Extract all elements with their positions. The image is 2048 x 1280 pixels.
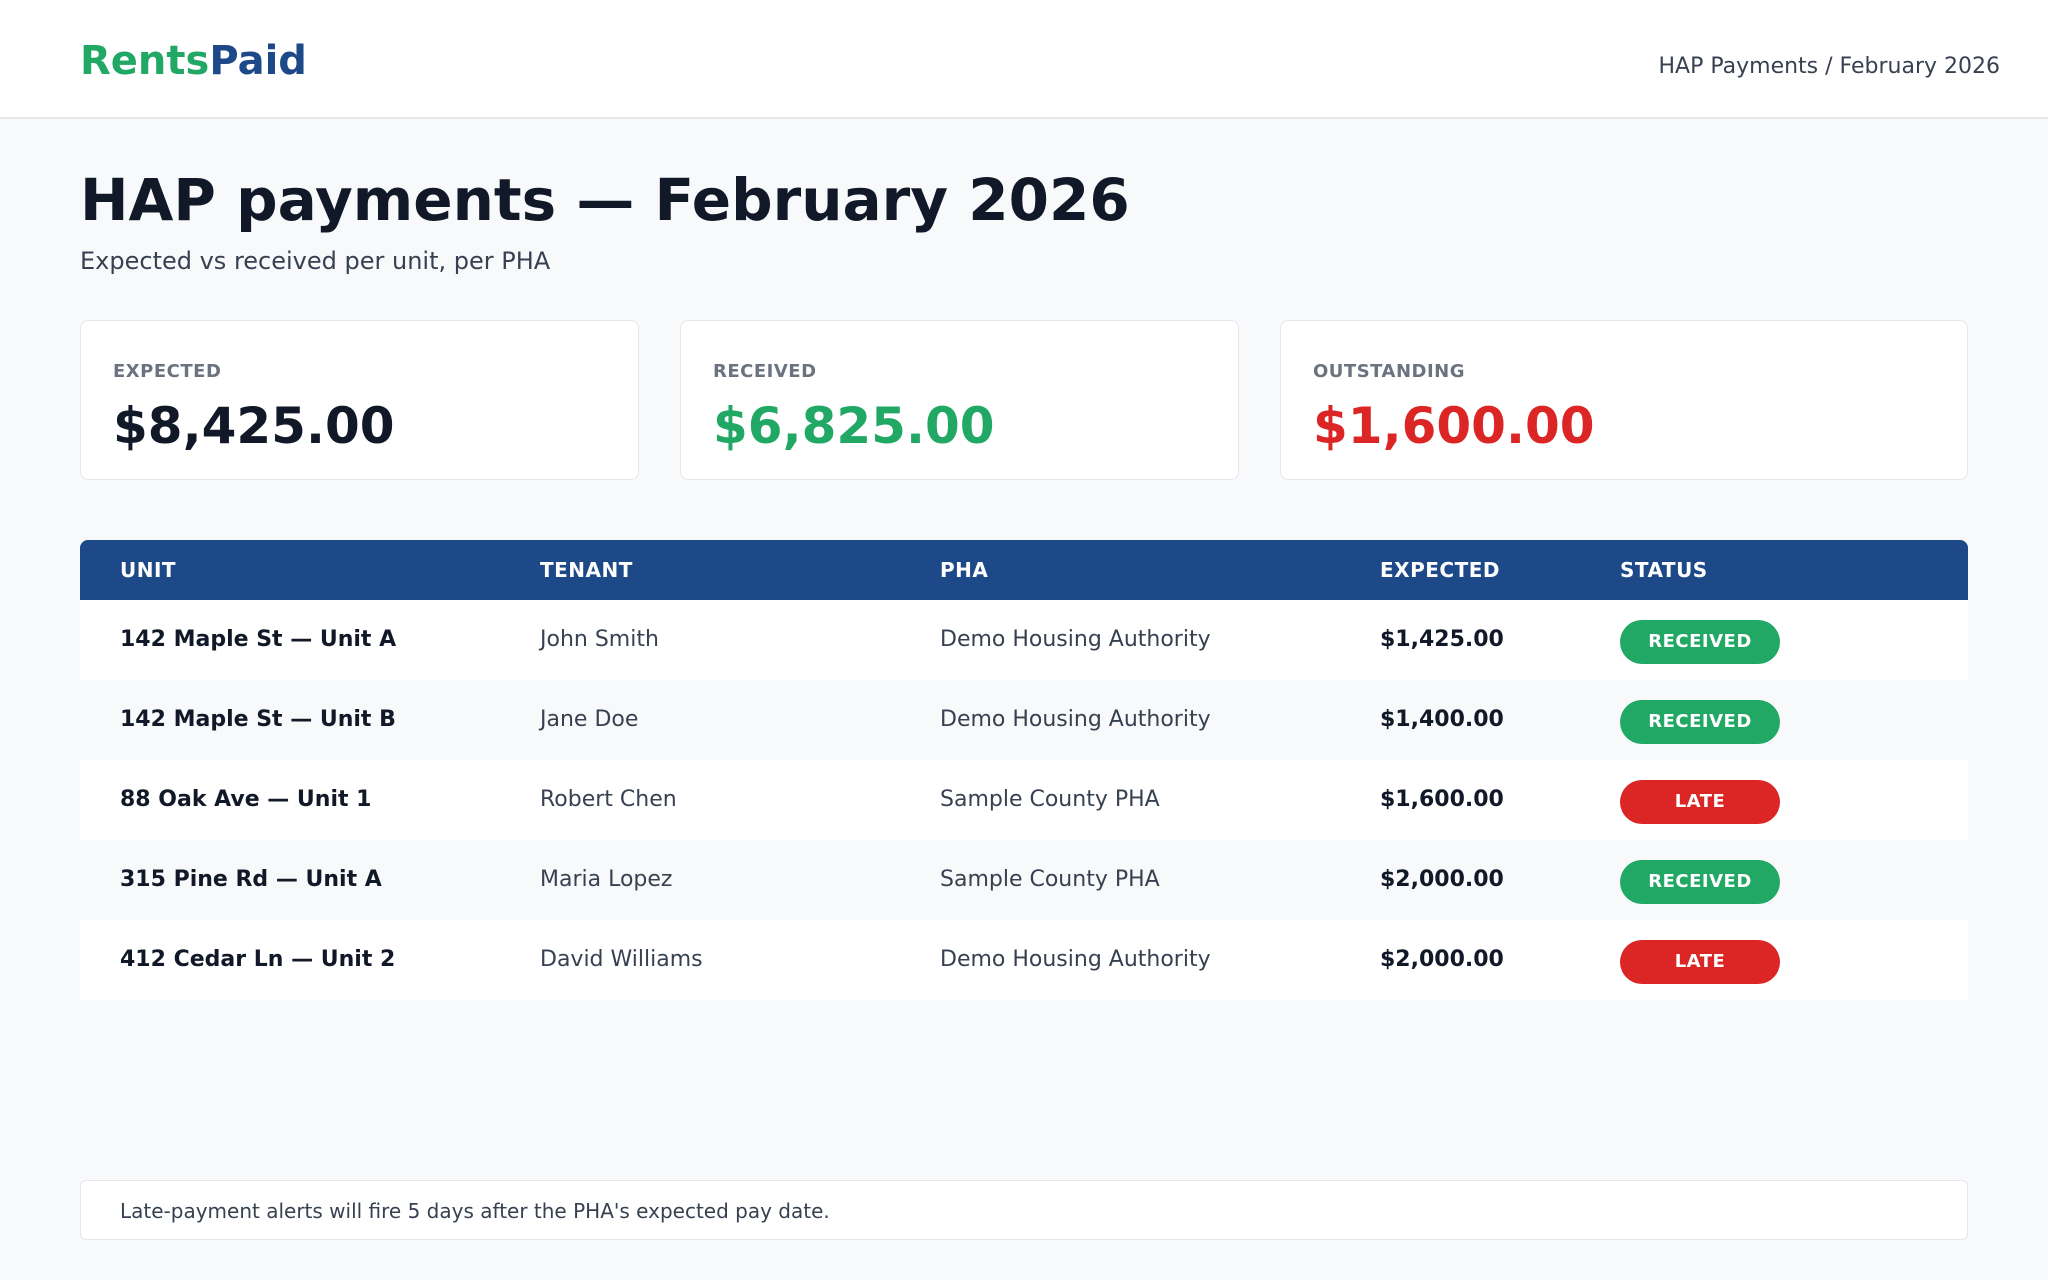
footer-note: Late-payment alerts will fire 5 days aft… bbox=[80, 1180, 1968, 1240]
summary-card-label: EXPECTED bbox=[113, 361, 222, 382]
page-title: HAP payments — February 2026 bbox=[80, 166, 1130, 234]
column-header-unit[interactable]: UNIT bbox=[120, 558, 177, 582]
unit-cell: 142 Maple St — Unit B bbox=[120, 707, 396, 732]
pha-cell: Demo Housing Authority bbox=[940, 627, 1211, 652]
expected-amount-cell: $1,600.00 bbox=[1380, 787, 1504, 812]
status-badge: RECEIVED bbox=[1620, 700, 1780, 744]
top-header: RentsPaid HAP Payments / February 2026 bbox=[0, 0, 2048, 119]
summary-card-label: RECEIVED bbox=[713, 361, 817, 382]
status-badge: RECEIVED bbox=[1620, 860, 1780, 904]
table-header: UNIT TENANT PHA EXPECTED STATUS bbox=[80, 540, 1968, 600]
status-badge: LATE bbox=[1620, 780, 1780, 824]
pha-cell: Sample County PHA bbox=[940, 867, 1160, 892]
summary-card-value: $6,825.00 bbox=[713, 397, 995, 455]
tenant-cell: Jane Doe bbox=[540, 707, 639, 732]
status-badge: LATE bbox=[1620, 940, 1780, 984]
expected-amount-cell: $1,400.00 bbox=[1380, 707, 1504, 732]
summary-card-received: RECEIVED $6,825.00 bbox=[680, 320, 1239, 480]
unit-cell: 88 Oak Ave — Unit 1 bbox=[120, 787, 372, 812]
brand-logo[interactable]: RentsPaid bbox=[80, 38, 307, 84]
summary-card-value: $8,425.00 bbox=[113, 397, 395, 455]
pha-cell: Sample County PHA bbox=[940, 787, 1160, 812]
pha-cell: Demo Housing Authority bbox=[940, 707, 1211, 732]
unit-cell: 315 Pine Rd — Unit A bbox=[120, 867, 382, 892]
tenant-cell: David Williams bbox=[540, 947, 703, 972]
expected-amount-cell: $2,000.00 bbox=[1380, 947, 1504, 972]
table-body: 142 Maple St — Unit A John Smith Demo Hous… bbox=[80, 600, 1968, 1000]
table-row[interactable]: 88 Oak Ave — Unit 1 Robert Chen Sample Cou… bbox=[80, 760, 1968, 840]
column-header-expected[interactable]: EXPECTED bbox=[1380, 558, 1500, 582]
page-subtitle: Expected vs received per unit, per PHA bbox=[80, 247, 551, 275]
column-header-pha[interactable]: PHA bbox=[940, 558, 989, 582]
table-row[interactable]: 142 Maple St — Unit B Jane Doe Demo Housin… bbox=[80, 680, 1968, 760]
status-badge: RECEIVED bbox=[1620, 620, 1780, 664]
unit-cell: 142 Maple St — Unit A bbox=[120, 627, 397, 652]
brand-logo-part1: Rents bbox=[80, 38, 210, 84]
breadcrumb: HAP Payments / February 2026 bbox=[1658, 54, 2001, 79]
expected-amount-cell: $1,425.00 bbox=[1380, 627, 1504, 652]
footer-note-text: Late-payment alerts will fire 5 days aft… bbox=[120, 1199, 830, 1223]
column-header-tenant[interactable]: TENANT bbox=[540, 558, 633, 582]
hap-payments-table: UNIT TENANT PHA EXPECTED STATUS 142 Mapl… bbox=[80, 540, 1968, 1000]
unit-cell: 412 Cedar Ln — Unit 2 bbox=[120, 947, 396, 972]
summary-card-outstanding: OUTSTANDING $1,600.00 bbox=[1280, 320, 1968, 480]
pha-cell: Demo Housing Authority bbox=[940, 947, 1211, 972]
table-row[interactable]: 142 Maple St — Unit A John Smith Demo Hous… bbox=[80, 600, 1968, 680]
summary-card-expected: EXPECTED $8,425.00 bbox=[80, 320, 639, 480]
summary-card-label: OUTSTANDING bbox=[1313, 361, 1466, 382]
column-header-status[interactable]: STATUS bbox=[1620, 558, 1708, 582]
tenant-cell: Maria Lopez bbox=[540, 867, 673, 892]
tenant-cell: John Smith bbox=[540, 627, 659, 652]
table-row[interactable]: 412 Cedar Ln — Unit 2 David Williams Demo … bbox=[80, 920, 1968, 1000]
summary-card-value: $1,600.00 bbox=[1313, 397, 1595, 455]
table-row[interactable]: 315 Pine Rd — Unit A Maria Lopez Sample Co… bbox=[80, 840, 1968, 920]
brand-logo-part2: Paid bbox=[209, 38, 307, 84]
tenant-cell: Robert Chen bbox=[540, 787, 677, 812]
expected-amount-cell: $2,000.00 bbox=[1380, 867, 1504, 892]
